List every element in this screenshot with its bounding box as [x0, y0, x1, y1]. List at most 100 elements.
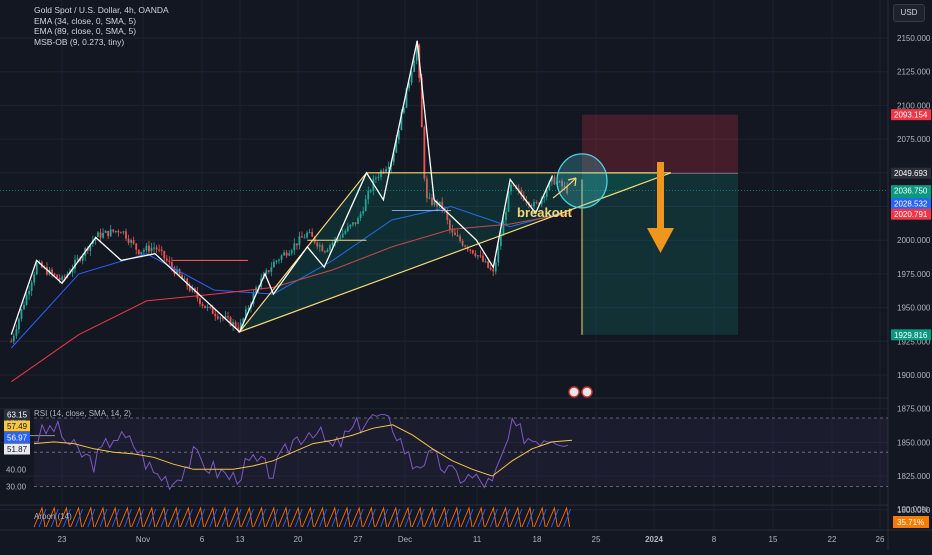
rsi-pane: [33, 414, 888, 491]
aroon-down-line: [294, 508, 303, 528]
candle: [278, 259, 280, 261]
candle: [204, 305, 206, 309]
aroon-down-line: [62, 508, 71, 528]
candle: [346, 226, 349, 232]
aroon-up-line: [94, 506, 107, 528]
candle: [142, 250, 145, 252]
price-axis-label: 1800.000: [897, 506, 931, 515]
candle: [237, 327, 240, 330]
candle: [125, 231, 127, 239]
aroon-down-line: [563, 508, 572, 528]
rsi-value-tag: [4, 432, 30, 443]
aroon-down-line: [489, 508, 498, 528]
down-arrow-head: [647, 228, 674, 253]
candle: [265, 270, 268, 275]
candle: [267, 270, 270, 272]
aroon-down-line: [380, 508, 389, 528]
ema-89-line: [11, 212, 570, 383]
candle: [10, 341, 13, 343]
rsi-value-tag: [4, 409, 30, 420]
aroon-up-line: [106, 506, 119, 528]
aroon-down-line: [526, 508, 535, 528]
aroon-up-line: [204, 506, 217, 528]
aroon-up-line: [240, 506, 253, 528]
price-axis-label: 2000.000: [897, 236, 931, 245]
aroon-down-line: [550, 508, 559, 528]
price-tag: [891, 208, 931, 220]
candle: [403, 107, 405, 113]
candle: [140, 251, 143, 255]
price-axis-label: 2075.000: [897, 135, 931, 144]
candle: [499, 235, 502, 246]
aroon-up-line: [448, 506, 461, 528]
price-axis-label: 2125.000: [897, 68, 931, 77]
candle: [405, 88, 408, 108]
aroon-down-line: [392, 508, 401, 528]
candle: [137, 249, 140, 255]
time-axis-label: 22: [828, 535, 837, 544]
candle: [431, 197, 433, 205]
candle: [420, 77, 423, 128]
candle: [181, 274, 184, 280]
candle: [497, 245, 500, 263]
candle: [545, 189, 548, 197]
aroon-up-line: [533, 506, 546, 528]
candle: [441, 201, 444, 208]
candle: [561, 181, 563, 187]
price-tag-label: 2049.693: [894, 169, 928, 178]
candle: [178, 269, 181, 275]
rsi-axis-label: 40.00: [6, 465, 27, 474]
candle: [512, 184, 515, 186]
aroon-up-line: [472, 506, 485, 528]
aroon-down-line: [538, 508, 547, 528]
candle: [318, 245, 321, 247]
price-tag: [891, 198, 931, 210]
aroon-down-line: [50, 508, 59, 528]
breakout-arrow: [552, 177, 577, 199]
aroon-up-line: [45, 506, 58, 528]
aroon-up-line: [338, 506, 351, 528]
legend-ema-89: EMA (89, close, 0, SMA, 5): [34, 26, 137, 36]
price-axis-label: 1850.000: [897, 438, 931, 447]
candle: [415, 45, 418, 61]
candle: [321, 245, 324, 252]
time-axis-label: 6: [200, 535, 205, 544]
aroon-up-line: [118, 506, 131, 528]
aroon-down-line: [465, 508, 474, 528]
candle: [199, 298, 201, 305]
candle: [158, 249, 161, 251]
candle: [326, 249, 329, 252]
rsi-value-label: 51.87: [7, 445, 28, 454]
aroon-up-line: [411, 506, 424, 528]
time-axis-label: 23: [58, 535, 67, 544]
aroon-title: Aroon (14): [34, 512, 72, 521]
rsi-axis-label: 30.00: [6, 482, 27, 491]
candle: [247, 308, 250, 310]
candle: [492, 269, 495, 272]
candle: [392, 152, 395, 163]
aroon-down-line: [233, 508, 242, 528]
candle: [306, 232, 308, 238]
candle: [112, 229, 115, 232]
price-tag: [891, 167, 931, 179]
aroon-up-line: [192, 506, 205, 528]
rsi-title: RSI (14, close, SMA, 14, 2): [34, 409, 131, 418]
candle: [117, 230, 120, 233]
aroon-down-line: [245, 508, 254, 528]
candle: [311, 232, 314, 237]
candle: [298, 236, 301, 246]
candle: [482, 255, 484, 262]
price-tag: [891, 329, 931, 341]
candle: [46, 267, 48, 275]
candle: [433, 200, 436, 205]
candle: [20, 309, 23, 319]
candle: [224, 316, 227, 318]
candle: [359, 213, 362, 219]
aroon-down-line: [38, 508, 47, 528]
candle: [165, 258, 168, 261]
candle: [211, 306, 214, 314]
pattern-drawings: [10, 40, 672, 437]
currency-button[interactable]: USD: [893, 4, 925, 22]
